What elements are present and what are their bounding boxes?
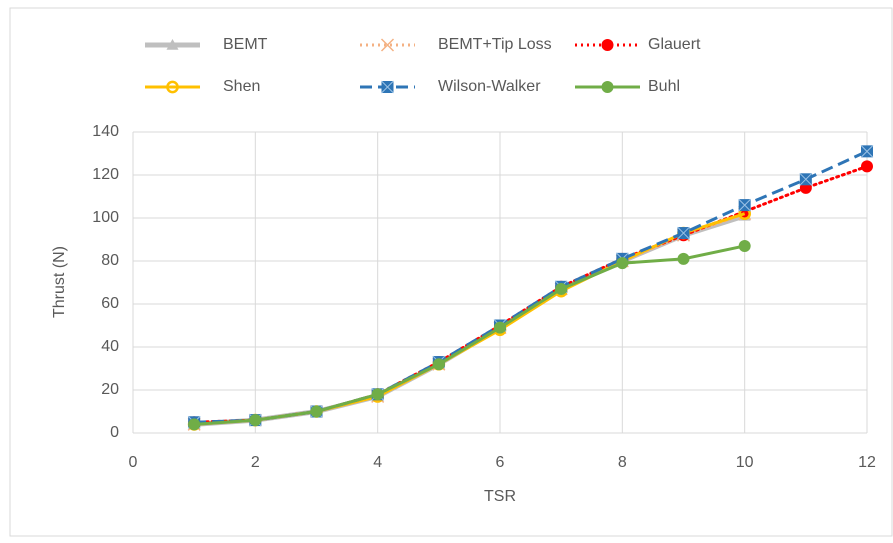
x-tick-label: 8 (618, 454, 627, 471)
legend-label: Buhl (648, 78, 680, 95)
marker (677, 252, 690, 265)
marker-cross (677, 226, 690, 240)
marker (494, 321, 506, 334)
marker-circle (677, 252, 690, 265)
marker-circle (494, 321, 506, 334)
marker-circle (616, 257, 629, 270)
marker (310, 405, 323, 418)
y-axis-title: Thrust (N) (51, 246, 68, 318)
marker-circle (310, 405, 323, 418)
y-tick-label: 0 (110, 424, 119, 441)
legend-label: Glauert (648, 36, 701, 53)
marker-cross (738, 198, 752, 212)
marker (677, 226, 690, 240)
legend-label: Wilson-Walker (438, 78, 541, 95)
x-axis-title: TSR (484, 488, 516, 505)
marker-triangle (166, 39, 179, 50)
marker-circle (371, 388, 384, 401)
marker-cross (860, 144, 874, 158)
marker (166, 80, 179, 94)
marker-circle (861, 160, 873, 173)
x-tick-label: 12 (858, 454, 876, 471)
marker (860, 144, 874, 158)
legend-label: BEMT+Tip Loss (438, 36, 552, 53)
marker (188, 418, 201, 431)
y-tick-label: 100 (92, 209, 119, 226)
y-tick-label: 140 (92, 123, 119, 140)
marker-cross (799, 172, 813, 186)
legend-label: BEMT (223, 36, 268, 53)
marker-circle (555, 282, 568, 295)
marker-circle (188, 418, 201, 431)
marker (601, 81, 614, 93)
marker-circle (601, 81, 614, 93)
marker (799, 172, 813, 186)
x-tick-label: 4 (373, 454, 382, 471)
marker-circle (249, 414, 262, 427)
x-tick-label: 6 (496, 454, 505, 471)
marker-x (380, 38, 395, 52)
y-tick-label: 20 (101, 381, 119, 398)
marker (380, 38, 395, 52)
marker (166, 39, 179, 50)
legend-label: Shen (223, 78, 260, 95)
marker (555, 282, 568, 295)
marker (601, 39, 614, 51)
x-tick-label: 0 (129, 454, 138, 471)
marker (861, 160, 873, 173)
marker-circle (738, 239, 751, 252)
marker (381, 80, 394, 94)
marker (432, 358, 445, 371)
marker (738, 198, 752, 212)
marker (371, 388, 384, 401)
marker-open-circle (166, 80, 179, 94)
marker-cross (381, 80, 394, 94)
marker (249, 414, 262, 427)
y-tick-label: 40 (101, 338, 119, 355)
marker-circle (601, 39, 614, 51)
y-tick-label: 120 (92, 166, 119, 183)
series-line (194, 244, 745, 426)
y-tick-label: 80 (101, 252, 119, 269)
x-tick-label: 2 (251, 454, 260, 471)
marker (738, 239, 751, 252)
x-tick-label: 10 (736, 454, 754, 471)
marker-circle (432, 358, 445, 371)
y-tick-label: 60 (101, 295, 119, 312)
marker (616, 257, 629, 270)
